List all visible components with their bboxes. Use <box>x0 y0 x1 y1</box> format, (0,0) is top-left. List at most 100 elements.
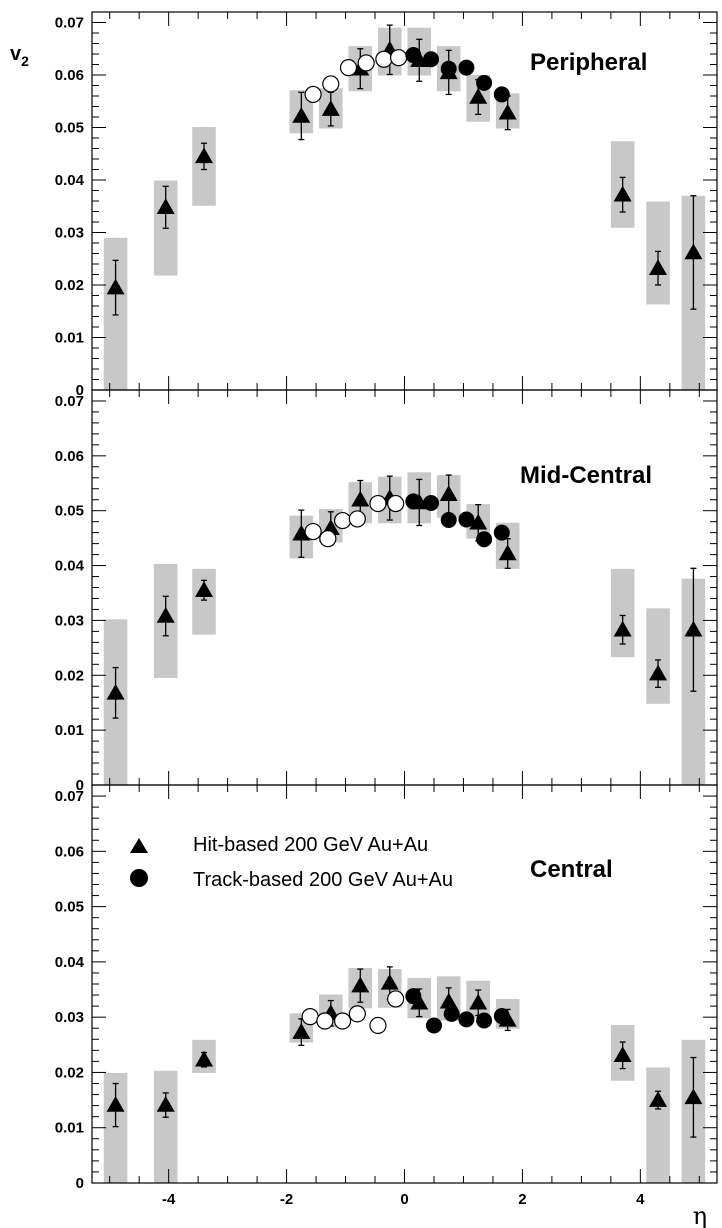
y-tick-label: 0 <box>76 777 84 794</box>
hit-based-point <box>106 278 125 295</box>
y-tick-label: 0 <box>76 382 84 399</box>
y-tick-label: 0.05 <box>55 120 84 137</box>
track-based-point <box>493 86 510 103</box>
hit-based-point <box>156 198 175 215</box>
track-based-open-point <box>339 59 358 77</box>
panel-title-mid-central: Mid-Central <box>520 462 652 489</box>
y-tick-label: 0.07 <box>55 788 84 805</box>
hit-based-point <box>613 1046 632 1063</box>
panel-title-central: Central <box>530 856 613 883</box>
x-tick-label: 4 <box>636 1191 645 1208</box>
systematic-band <box>103 1072 128 1183</box>
track-based-point <box>440 60 457 77</box>
hit-based-point <box>106 683 125 700</box>
track-based-point <box>476 74 493 91</box>
track-based-open-point <box>304 522 322 541</box>
hit-based-point <box>410 993 429 1010</box>
track-based-point <box>440 512 457 529</box>
track-based-point <box>493 524 510 541</box>
track-based-open-point <box>375 50 393 68</box>
hit-based-point <box>292 1023 311 1039</box>
hit-based-point <box>649 259 668 275</box>
x-tick-label: -4 <box>162 1191 176 1208</box>
hit-based-point <box>469 513 488 530</box>
hit-based-point <box>613 620 632 637</box>
y-tick-label: 0.01 <box>55 1120 84 1137</box>
track-based-open-point <box>333 511 352 530</box>
track-based-point <box>405 493 422 510</box>
y-tick-label: 0.04 <box>55 954 85 971</box>
hit-based-point <box>156 607 175 623</box>
y-tick-label: 0.06 <box>55 843 84 860</box>
hit-based-point <box>195 147 214 164</box>
x-tick-label: 2 <box>518 1191 526 1208</box>
y-tick-label: 0.06 <box>55 67 84 84</box>
hit-based-point <box>469 993 488 1010</box>
x-tick-label: -2 <box>280 1191 293 1208</box>
hit-based-point <box>684 620 703 637</box>
systematic-band <box>646 1067 670 1183</box>
hit-based-point <box>292 524 311 541</box>
axis-ticks <box>92 12 717 1184</box>
y-tick-label: 0.02 <box>55 667 84 684</box>
y-tick-label: 0 <box>76 1175 84 1192</box>
hit-based-point <box>195 1050 214 1067</box>
data-markers <box>106 40 703 1112</box>
panel-title-peripheral: Peripheral <box>530 49 647 76</box>
hit-based-point <box>351 490 370 507</box>
track-based-open-point <box>390 49 408 67</box>
y-tick-label: 0.04 <box>55 172 85 189</box>
hit-based-point <box>613 185 632 202</box>
hit-based-point <box>684 243 703 260</box>
track-based-open-point <box>387 494 405 513</box>
y-tick-label: 0.01 <box>55 330 84 347</box>
legend-label-track-based: Track-based 200 GeV Au+Au <box>193 869 453 891</box>
track-based-open-point <box>369 1016 387 1035</box>
track-based-open-point <box>301 1008 319 1026</box>
y-tick-label: 0.03 <box>55 1009 84 1026</box>
x-axis-title: η <box>693 1202 707 1228</box>
track-based-open-point <box>357 54 375 72</box>
track-based-point <box>405 47 422 64</box>
y-axis-title: v2 <box>10 43 29 69</box>
track-based-open-point <box>319 530 337 548</box>
systematic-band <box>646 608 670 704</box>
legend-label-hit-based: Hit-based 200 GeV Au+Au <box>193 834 428 856</box>
hit-based-point <box>351 976 370 993</box>
hit-based-point <box>649 1091 668 1107</box>
hit-based-point <box>439 485 458 501</box>
track-based-open-point <box>348 1005 366 1023</box>
systematic-band <box>153 1070 178 1183</box>
hit-based-point <box>195 581 214 597</box>
hit-based-point <box>439 992 458 1009</box>
track-based-open-point <box>348 510 366 528</box>
y-tick-label: 0.03 <box>55 225 84 242</box>
track-based-open-point <box>387 990 405 1008</box>
systematic-band <box>192 568 216 635</box>
track-based-point <box>476 531 493 548</box>
hit-based-point <box>469 88 488 104</box>
track-based-open-point <box>333 1012 352 1030</box>
y-tick-label: 0.07 <box>55 393 84 410</box>
x-tick-label: 0 <box>400 1191 408 1208</box>
y-tick-label: 0.05 <box>55 503 84 520</box>
track-based-open-point <box>304 85 322 104</box>
track-based-open-point <box>322 75 340 93</box>
hit-based-point <box>106 1096 125 1112</box>
hit-based-point <box>498 544 517 561</box>
track-based-point <box>493 1008 510 1025</box>
legend-triangle-marker <box>130 838 148 853</box>
y-tick-label: 0.04 <box>55 558 85 575</box>
track-based-point <box>423 495 440 512</box>
hit-based-point <box>292 106 311 123</box>
y-tick-label: 0.02 <box>55 277 84 294</box>
track-based-point <box>458 59 475 76</box>
y-tick-label: 0.05 <box>55 899 84 916</box>
track-based-point <box>458 511 475 528</box>
track-based-point <box>423 51 440 68</box>
y-tick-label: 0.01 <box>55 722 84 739</box>
y-tick-label: 0.03 <box>55 612 84 629</box>
track-based-open-point <box>369 494 387 513</box>
track-based-point <box>458 1011 475 1028</box>
